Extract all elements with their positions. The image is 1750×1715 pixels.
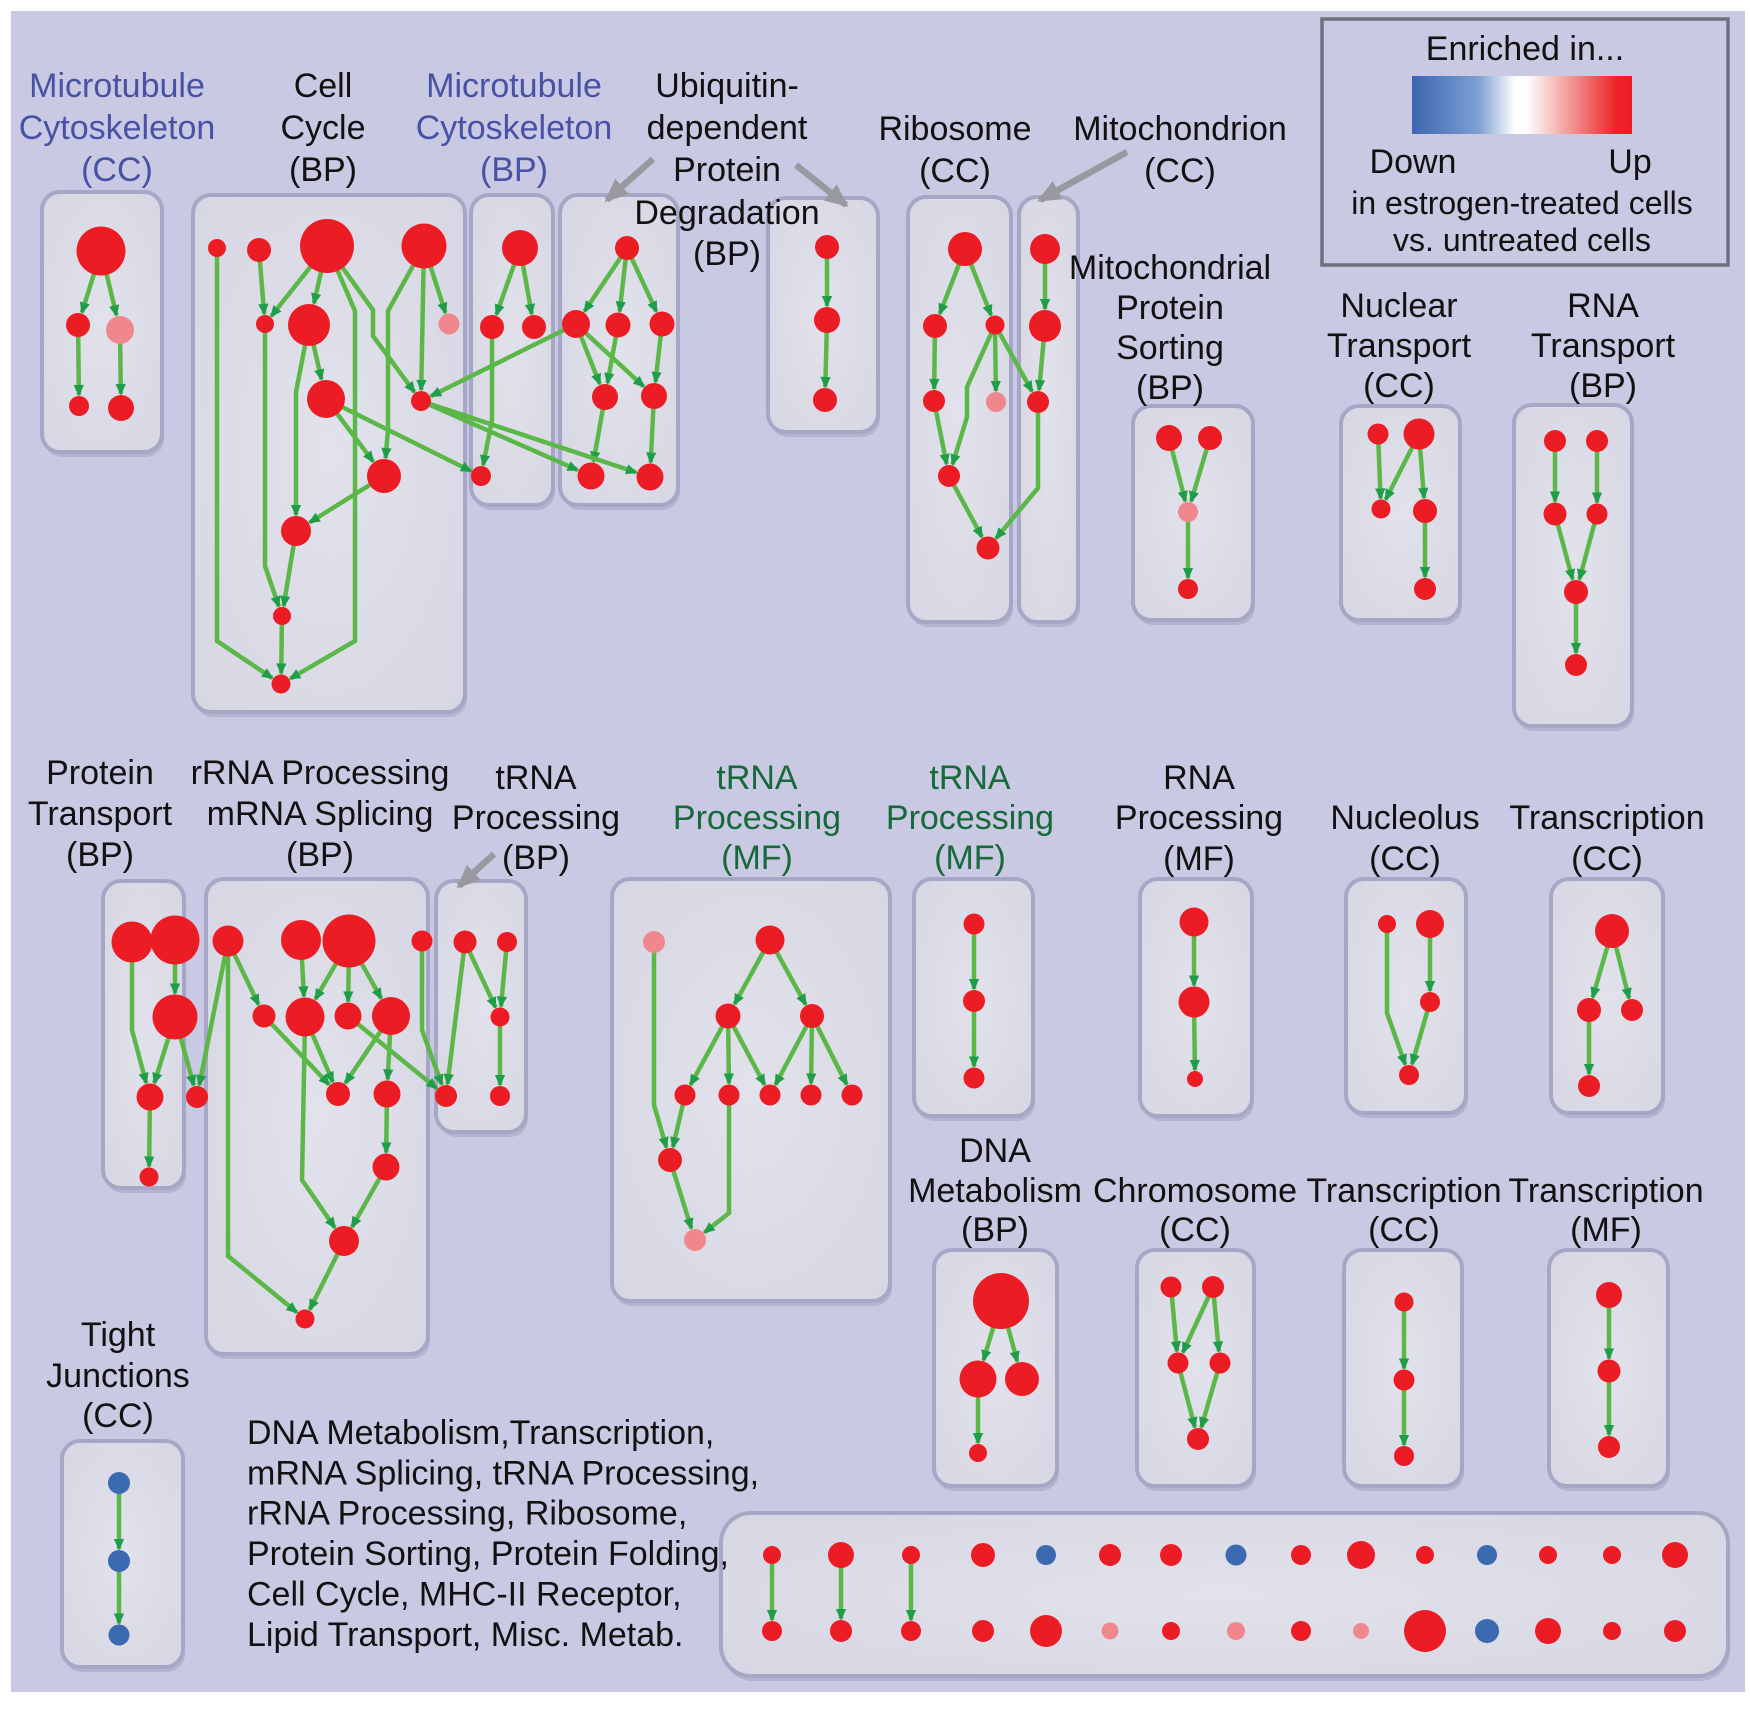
svg-text:mRNA Splicing, tRNA Processing: mRNA Splicing, tRNA Processing,	[247, 1454, 759, 1492]
svg-text:Ubiquitin-: Ubiquitin-	[655, 67, 799, 105]
svg-text:Transport: Transport	[1327, 327, 1472, 365]
svg-text:tRNA: tRNA	[716, 759, 798, 797]
svg-text:Protein: Protein	[673, 151, 781, 189]
svg-text:Processing: Processing	[886, 799, 1054, 837]
svg-text:Nucleolus: Nucleolus	[1330, 799, 1479, 837]
svg-text:Junctions: Junctions	[46, 1357, 190, 1395]
svg-text:Down: Down	[1370, 143, 1457, 181]
svg-text:rRNA Processing, Ribosome,: rRNA Processing, Ribosome,	[247, 1495, 687, 1533]
svg-text:Sorting: Sorting	[1116, 329, 1224, 367]
svg-text:Transport: Transport	[1531, 327, 1676, 365]
svg-text:(CC): (CC)	[1159, 1211, 1231, 1249]
svg-text:Processing: Processing	[452, 799, 620, 837]
svg-text:Protein Sorting, Protein Foldi: Protein Sorting, Protein Folding,	[247, 1535, 729, 1573]
svg-text:Transport: Transport	[28, 795, 173, 833]
svg-text:(CC): (CC)	[1144, 152, 1216, 190]
svg-text:Nuclear: Nuclear	[1340, 287, 1457, 325]
svg-text:Cytoskeleton: Cytoskeleton	[19, 109, 216, 147]
svg-text:(BP): (BP)	[1569, 367, 1637, 405]
svg-text:Up: Up	[1608, 143, 1651, 181]
svg-text:(CC): (CC)	[919, 152, 991, 190]
svg-text:mRNA Splicing: mRNA Splicing	[207, 795, 434, 833]
svg-text:RNA: RNA	[1567, 287, 1639, 325]
svg-text:Degradation: Degradation	[634, 194, 819, 232]
svg-text:DNA Metabolism,Transcription,: DNA Metabolism,Transcription,	[247, 1414, 714, 1452]
svg-text:(BP): (BP)	[286, 836, 354, 874]
svg-text:Enriched in...: Enriched in...	[1426, 30, 1624, 68]
svg-text:in estrogen-treated cells: in estrogen-treated cells	[1351, 185, 1693, 221]
svg-text:Microtubule: Microtubule	[426, 67, 602, 105]
svg-text:Metabolism: Metabolism	[908, 1172, 1082, 1210]
svg-text:(BP): (BP)	[66, 836, 134, 874]
svg-text:(BP): (BP)	[961, 1211, 1029, 1249]
svg-text:Microtubule: Microtubule	[29, 67, 205, 105]
svg-text:Transcription: Transcription	[1508, 1172, 1703, 1210]
svg-text:(CC): (CC)	[1369, 840, 1441, 878]
svg-text:(MF): (MF)	[1570, 1211, 1642, 1249]
svg-text:Transcription: Transcription	[1306, 1172, 1501, 1210]
svg-text:Chromosome: Chromosome	[1093, 1172, 1297, 1210]
svg-text:(BP): (BP)	[502, 839, 570, 877]
svg-text:(MF): (MF)	[721, 839, 793, 877]
svg-text:Processing: Processing	[673, 799, 841, 837]
svg-text:DNA: DNA	[959, 1132, 1031, 1170]
svg-text:Transcription: Transcription	[1509, 799, 1704, 837]
svg-text:Cytoskeleton: Cytoskeleton	[416, 109, 613, 147]
svg-text:(BP): (BP)	[1136, 369, 1204, 407]
svg-text:(CC): (CC)	[81, 151, 153, 189]
svg-text:Protein: Protein	[1116, 289, 1224, 327]
svg-text:Lipid Transport, Misc. Metab.: Lipid Transport, Misc. Metab.	[247, 1616, 684, 1654]
svg-text:tRNA: tRNA	[929, 759, 1011, 797]
svg-text:RNA: RNA	[1163, 759, 1235, 797]
svg-text:(MF): (MF)	[934, 839, 1006, 877]
svg-text:Protein: Protein	[46, 754, 154, 792]
svg-text:(BP): (BP)	[693, 235, 761, 273]
svg-text:Cell Cycle, MHC-II Receptor,: Cell Cycle, MHC-II Receptor,	[247, 1576, 682, 1614]
svg-text:Cell: Cell	[294, 67, 353, 105]
svg-text:Mitochondrial: Mitochondrial	[1069, 249, 1271, 287]
svg-text:(BP): (BP)	[480, 151, 548, 189]
svg-text:(CC): (CC)	[1571, 840, 1643, 878]
svg-text:Ribosome: Ribosome	[878, 110, 1031, 148]
svg-text:tRNA: tRNA	[495, 759, 577, 797]
svg-text:Mitochondrion: Mitochondrion	[1073, 110, 1287, 148]
svg-text:Tight: Tight	[81, 1316, 156, 1354]
svg-text:Processing: Processing	[1115, 799, 1283, 837]
svg-text:rRNA Processing: rRNA Processing	[191, 754, 450, 792]
svg-text:(CC): (CC)	[82, 1397, 154, 1435]
svg-text:(BP): (BP)	[289, 151, 357, 189]
svg-text:vs. untreated cells: vs. untreated cells	[1393, 222, 1651, 258]
svg-text:dependent: dependent	[647, 109, 808, 147]
svg-text:(MF): (MF)	[1163, 840, 1235, 878]
svg-text:(CC): (CC)	[1363, 367, 1435, 405]
svg-text:Cycle: Cycle	[280, 109, 365, 147]
svg-text:(CC): (CC)	[1368, 1211, 1440, 1249]
